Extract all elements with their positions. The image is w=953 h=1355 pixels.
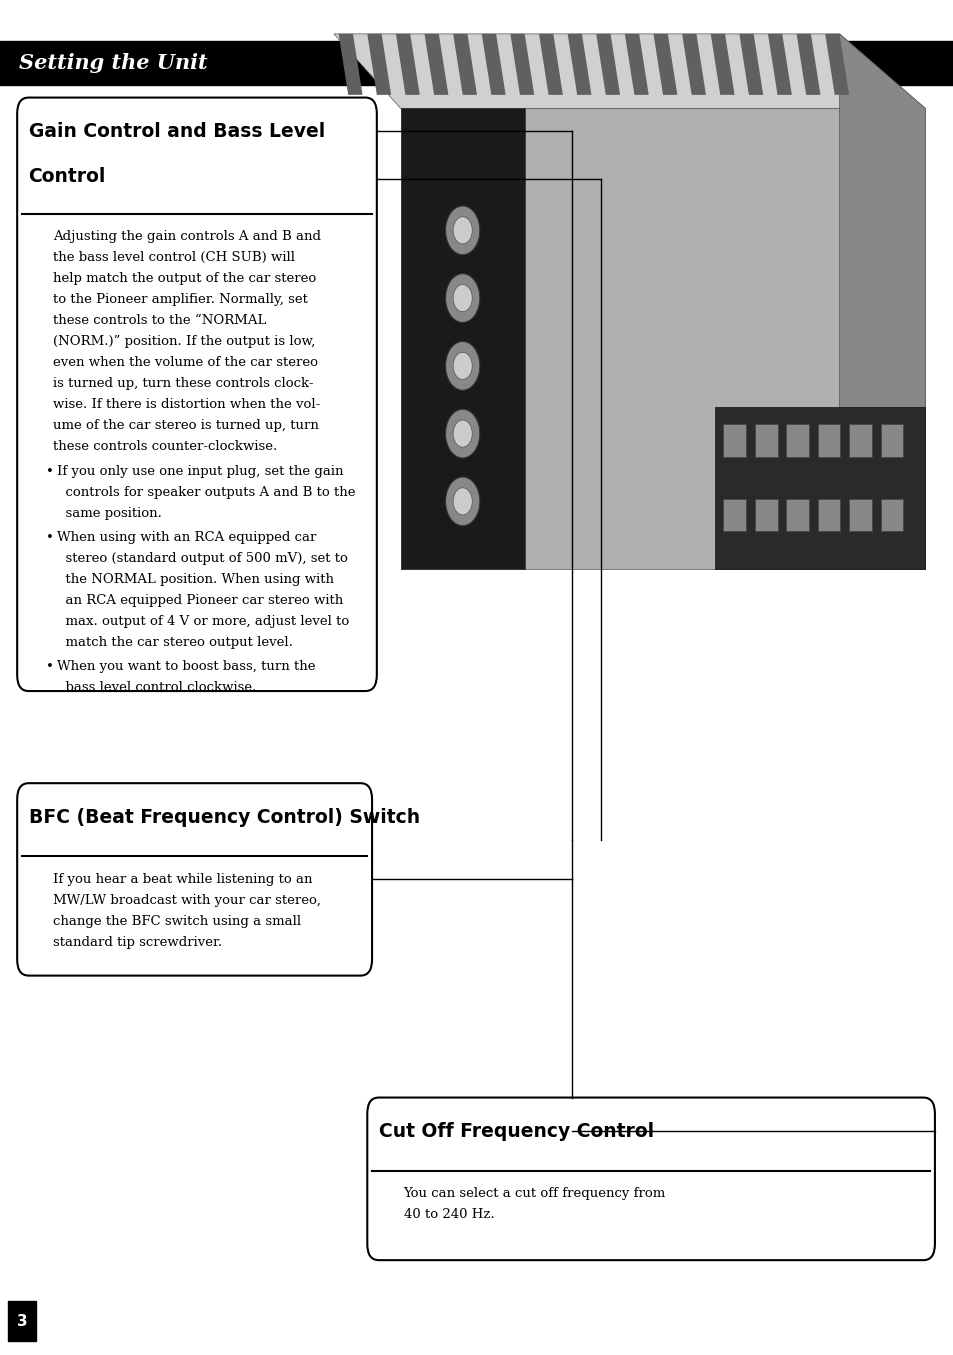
Polygon shape (538, 34, 562, 95)
Text: •: • (46, 466, 53, 478)
Polygon shape (424, 34, 448, 95)
Text: wise. If there is distortion when the vol-: wise. If there is distortion when the vo… (53, 398, 320, 412)
Text: even when the volume of the car stereo: even when the volume of the car stereo (53, 356, 318, 370)
Text: an RCA equipped Pioneer car stereo with: an RCA equipped Pioneer car stereo with (57, 595, 343, 607)
Polygon shape (400, 108, 924, 569)
Polygon shape (367, 34, 391, 95)
Text: 3: 3 (16, 1313, 28, 1329)
Text: When you want to boost bass, turn the: When you want to boost bass, turn the (57, 660, 315, 673)
Text: standard tip screwdriver.: standard tip screwdriver. (53, 935, 222, 948)
Polygon shape (510, 34, 534, 95)
Bar (722, 499, 745, 531)
Text: these controls counter-clockwise.: these controls counter-clockwise. (53, 440, 277, 454)
Polygon shape (395, 34, 419, 95)
Bar (880, 499, 902, 531)
Text: •: • (46, 660, 53, 673)
Polygon shape (567, 34, 591, 95)
Bar (754, 499, 777, 531)
Text: Control: Control (29, 167, 106, 186)
Circle shape (445, 477, 479, 526)
Polygon shape (824, 34, 848, 95)
Text: MW/LW broadcast with your car stereo,: MW/LW broadcast with your car stereo, (53, 894, 321, 906)
Text: stereo (standard output of 500 mV), set to: stereo (standard output of 500 mV), set … (57, 553, 348, 565)
Text: ume of the car stereo is turned up, turn: ume of the car stereo is turned up, turn (53, 420, 319, 432)
Polygon shape (400, 108, 524, 569)
FancyBboxPatch shape (17, 98, 376, 691)
Text: max. output of 4 V or more, adjust level to: max. output of 4 V or more, adjust level… (57, 615, 349, 629)
Polygon shape (653, 34, 677, 95)
Circle shape (453, 217, 472, 244)
Bar (848, 424, 871, 457)
Text: the bass level control (CH SUB) will: the bass level control (CH SUB) will (53, 252, 295, 264)
Text: Setting the Unit: Setting the Unit (19, 53, 208, 73)
Text: these controls to the “NORMAL: these controls to the “NORMAL (53, 314, 267, 328)
Circle shape (445, 341, 479, 390)
Bar (785, 499, 808, 531)
Text: is turned up, turn these controls clock-: is turned up, turn these controls clock- (53, 378, 314, 390)
Bar (785, 424, 808, 457)
Text: You can select a cut off frequency from: You can select a cut off frequency from (403, 1187, 665, 1201)
Polygon shape (624, 34, 648, 95)
Polygon shape (715, 406, 924, 569)
Circle shape (445, 409, 479, 458)
Polygon shape (338, 34, 362, 95)
FancyBboxPatch shape (17, 783, 372, 976)
Text: bass level control clockwise.: bass level control clockwise. (57, 682, 256, 694)
Text: the NORMAL position. When using with: the NORMAL position. When using with (57, 573, 334, 587)
FancyBboxPatch shape (367, 1098, 934, 1260)
Text: Gain Control and Bass Level: Gain Control and Bass Level (29, 122, 325, 141)
Circle shape (445, 274, 479, 322)
Text: BFC (Beat Frequency Control) Switch: BFC (Beat Frequency Control) Switch (29, 808, 419, 827)
Polygon shape (767, 34, 791, 95)
Text: If you only use one input plug, set the gain: If you only use one input plug, set the … (57, 466, 343, 478)
Polygon shape (334, 34, 924, 108)
Circle shape (453, 420, 472, 447)
Polygon shape (681, 34, 705, 95)
Bar (8, 1301, 36, 1341)
Polygon shape (596, 34, 619, 95)
Bar (722, 424, 745, 457)
Text: change the BFC switch using a small: change the BFC switch using a small (53, 915, 301, 928)
Polygon shape (710, 34, 734, 95)
Text: 40 to 240 Hz.: 40 to 240 Hz. (403, 1209, 494, 1221)
Bar (817, 424, 840, 457)
Bar (817, 499, 840, 531)
Text: help match the output of the car stereo: help match the output of the car stereo (53, 272, 316, 286)
Text: (NORM.)” position. If the output is low,: (NORM.)” position. If the output is low, (53, 336, 315, 348)
Bar (880, 424, 902, 457)
Text: When using with an RCA equipped car: When using with an RCA equipped car (57, 531, 316, 545)
Text: controls for speaker outputs A and B to the: controls for speaker outputs A and B to … (57, 486, 355, 500)
Circle shape (453, 352, 472, 379)
Circle shape (453, 488, 472, 515)
Bar (754, 424, 777, 457)
Text: to the Pioneer amplifier. Normally, set: to the Pioneer amplifier. Normally, set (53, 294, 308, 306)
Text: match the car stereo output level.: match the car stereo output level. (57, 637, 293, 649)
Polygon shape (839, 34, 924, 569)
Polygon shape (453, 34, 476, 95)
Bar (0, 41, 953, 85)
Text: If you hear a beat while listening to an: If you hear a beat while listening to an (53, 873, 313, 886)
Bar (848, 499, 871, 531)
Text: •: • (46, 531, 53, 545)
Circle shape (445, 206, 479, 255)
Polygon shape (796, 34, 820, 95)
Polygon shape (739, 34, 762, 95)
Polygon shape (481, 34, 505, 95)
Text: Cut Off Frequency Control: Cut Off Frequency Control (378, 1122, 653, 1141)
Text: Adjusting the gain controls A and B and: Adjusting the gain controls A and B and (53, 230, 321, 244)
Circle shape (453, 285, 472, 312)
Text: same position.: same position. (57, 508, 162, 520)
